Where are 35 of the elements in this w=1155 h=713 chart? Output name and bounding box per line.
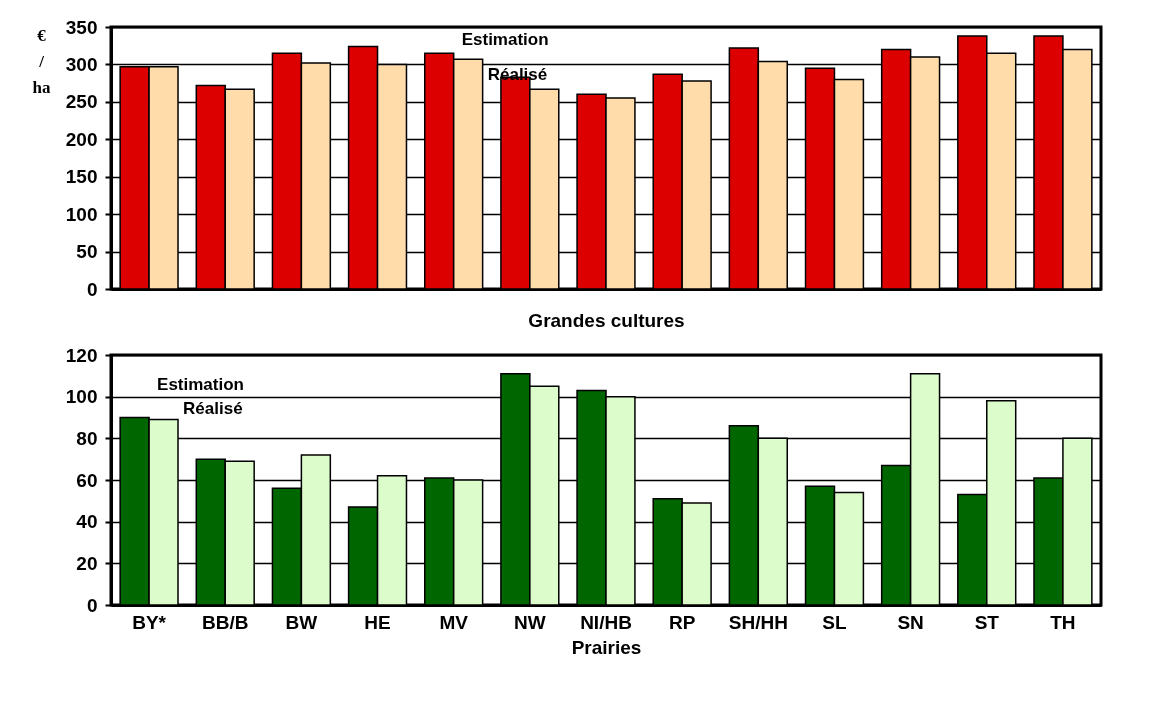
y-tick-label: 80: [76, 427, 98, 449]
y-tick-label: 50: [76, 241, 98, 263]
x-tick-label: ST: [974, 611, 1000, 633]
y-tick-label: 350: [65, 16, 98, 38]
x-axis-title: Prairies: [571, 636, 642, 658]
x-tick-label: SL: [822, 611, 847, 633]
series-label: Réalisé: [183, 398, 243, 418]
y-tick-label: 20: [76, 552, 98, 574]
x-tick-label: NW: [514, 611, 546, 633]
y-tick-label: 40: [76, 511, 98, 533]
x-tick-label: SH/HH: [728, 611, 788, 633]
x-tick-label: RP: [668, 611, 696, 633]
x-tick-label: HE: [364, 611, 391, 633]
y-tick-label: 0: [86, 594, 98, 616]
series-label: Estimation: [461, 30, 549, 50]
y-tick-label: 100: [65, 203, 98, 225]
y-tick-label: 250: [65, 91, 98, 113]
y-tick-label: 200: [65, 128, 98, 150]
x-tick-label: NI/HB: [580, 611, 632, 633]
y-tick-label: 120: [65, 344, 98, 366]
y-tick-label: 0: [86, 278, 98, 300]
series-label: Réalisé: [487, 65, 548, 85]
x-tick-label: BW: [285, 611, 318, 633]
series-label: Estimation: [157, 374, 244, 394]
x-tick-label: MV: [439, 611, 469, 633]
x-axis-title: Grandes cultures: [528, 309, 685, 331]
y-axis-title: € / ha: [32, 25, 51, 97]
y-tick-label: 60: [76, 469, 98, 491]
x-tick-label: BB/B: [202, 611, 249, 633]
x-tick-label: BY*: [132, 611, 167, 633]
y-tick-label: 300: [65, 53, 98, 75]
y-tick-label: 100: [65, 386, 98, 408]
x-tick-label: SN: [897, 611, 924, 633]
x-tick-label: TH: [1050, 611, 1076, 633]
y-tick-label: 150: [65, 166, 98, 188]
